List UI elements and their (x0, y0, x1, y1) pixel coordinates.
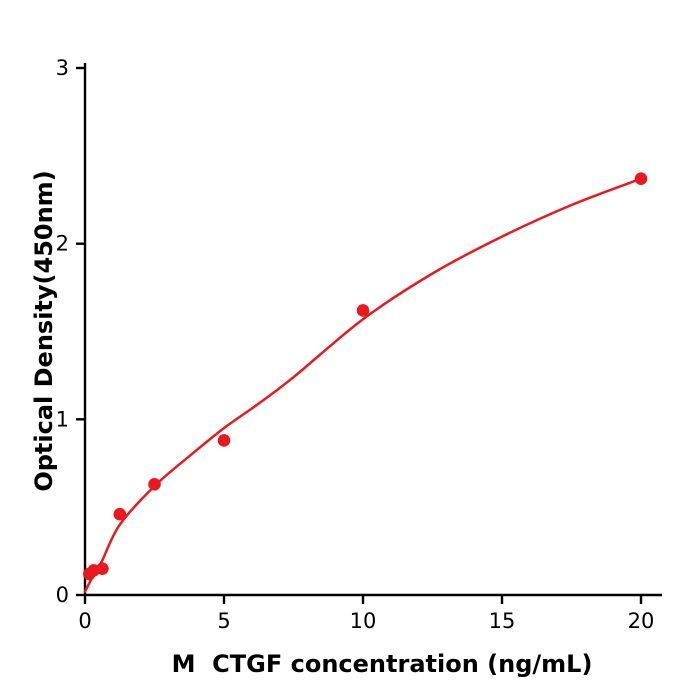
data-point (148, 478, 161, 491)
data-point (96, 562, 109, 575)
data-point (113, 507, 127, 521)
data-point (217, 434, 231, 447)
fit-curve (83, 177, 643, 593)
x-tick-label: 15 (489, 609, 516, 633)
x-tick-label: 5 (217, 609, 230, 633)
data-point (634, 172, 648, 185)
y-tick-label: 3 (56, 56, 69, 80)
x-tick-label: 20 (628, 609, 655, 633)
data-point (356, 304, 370, 317)
x-axis-title: M CTGF concentration (ng/mL) (171, 650, 593, 678)
x-tick-label: 10 (350, 609, 377, 633)
y-tick-label: 1 (56, 407, 69, 431)
y-tick-label: 0 (56, 583, 69, 607)
y-axis-title: Optical Density(450nm) (30, 170, 58, 492)
x-tick-label: 0 (78, 609, 91, 633)
y-tick-label: 2 (56, 232, 69, 256)
